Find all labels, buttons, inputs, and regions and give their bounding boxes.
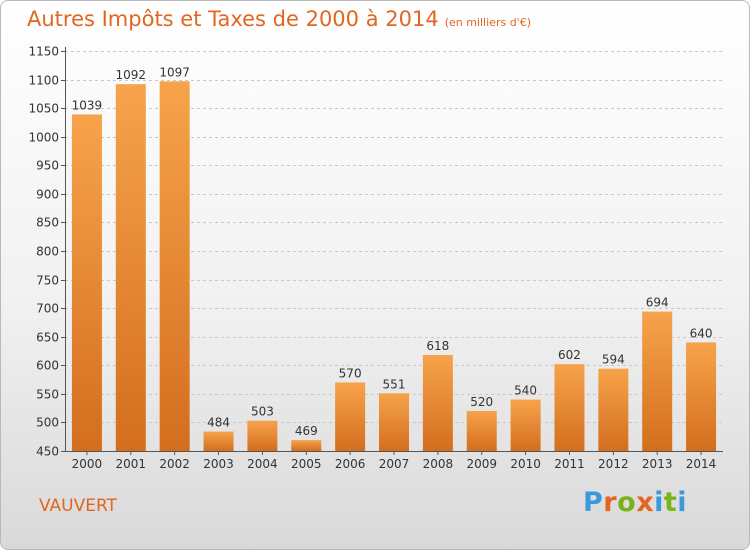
- bar: [422, 355, 453, 451]
- x-tick-label: 2000: [72, 457, 103, 471]
- logo-letter: r: [603, 487, 618, 518]
- y-tick-label: 1050: [28, 102, 59, 116]
- logo-letter: x: [636, 487, 655, 518]
- bar: [642, 311, 673, 451]
- bar: [379, 393, 409, 451]
- bar: [554, 364, 585, 451]
- x-tick-label: 2005: [291, 457, 322, 471]
- x-tick-label: 2014: [686, 457, 717, 471]
- x-tick-label: 2003: [203, 457, 234, 471]
- data-label: 640: [690, 326, 713, 340]
- y-tick-label: 1000: [28, 131, 59, 145]
- logo-letter: t: [663, 487, 678, 518]
- data-label: 484: [207, 416, 230, 430]
- y-tick-label: 600: [36, 359, 59, 373]
- chart-title: Autres Impôts et Taxes de 2000 à 2014 (en…: [27, 7, 531, 31]
- data-label: 540: [514, 384, 537, 398]
- bar: [247, 420, 278, 451]
- x-tick-label: 2009: [466, 457, 497, 471]
- chart-unit: (en milliers d'€): [444, 16, 531, 29]
- data-label: 594: [602, 353, 625, 367]
- bars: 1039 1092 1097 484 503 469 570 551 618 520 540 602 5…: [71, 65, 717, 452]
- bar: [115, 84, 146, 452]
- logo-letter: i: [677, 487, 688, 518]
- bar: [291, 440, 322, 451]
- y-tick-label: 1150: [28, 45, 59, 59]
- logo-letter: i: [654, 487, 664, 518]
- x-tick-label: 2010: [510, 457, 541, 471]
- data-label: 1039: [72, 98, 103, 112]
- y-tick-label: 500: [36, 416, 59, 430]
- y-tick-label: 1100: [28, 74, 59, 88]
- y-tick-label: 900: [36, 188, 59, 202]
- data-label: 520: [470, 395, 493, 409]
- data-label: 503: [251, 405, 274, 419]
- data-label: 1097: [159, 65, 190, 79]
- proxiti-logo: Proxiti: [583, 487, 687, 518]
- bar: [598, 368, 629, 451]
- bar: [466, 411, 497, 451]
- y-tick-label: 850: [36, 216, 59, 230]
- logo-letter: P: [583, 487, 604, 518]
- y-tick-label: 950: [36, 159, 59, 173]
- bar: [159, 81, 190, 452]
- chart-title-text: Autres Impôts et Taxes de 2000 à 2014: [27, 7, 439, 31]
- x-tick-label: 2008: [423, 457, 454, 471]
- x-tick-label: 2004: [247, 457, 278, 471]
- y-tick-label: 750: [36, 274, 59, 288]
- commune-name: VAUVERT: [39, 496, 117, 516]
- bar: [335, 382, 366, 451]
- x-tick-label: 2012: [598, 457, 629, 471]
- bar: [71, 114, 102, 451]
- y-tick-label: 550: [36, 388, 59, 402]
- y-tick-label: 450: [36, 445, 59, 459]
- bar: [686, 342, 717, 451]
- x-tick-label: 2011: [554, 457, 585, 471]
- bar: [510, 399, 541, 451]
- data-label: 694: [646, 296, 669, 310]
- data-label: 570: [339, 366, 362, 380]
- data-label: 618: [426, 339, 449, 353]
- data-label: 1092: [116, 68, 147, 82]
- x-tick-label: 2007: [379, 457, 410, 471]
- x-tick-label: 2001: [116, 457, 147, 471]
- axes: 450 500 550 600 650 700 750 800 850 900 950 1000 105…: [28, 45, 723, 471]
- y-tick-label: 650: [36, 331, 59, 345]
- y-tick-label: 800: [36, 245, 59, 259]
- y-tick-label: 700: [36, 302, 59, 316]
- data-label: 602: [558, 348, 581, 362]
- x-tick-label: 2002: [159, 457, 190, 471]
- x-tick-label: 2013: [642, 457, 673, 471]
- logo-letter: o: [617, 487, 637, 518]
- bar: [203, 431, 234, 451]
- data-label: 469: [295, 424, 318, 438]
- data-label: 551: [383, 377, 406, 391]
- x-tick-label: 2006: [335, 457, 366, 471]
